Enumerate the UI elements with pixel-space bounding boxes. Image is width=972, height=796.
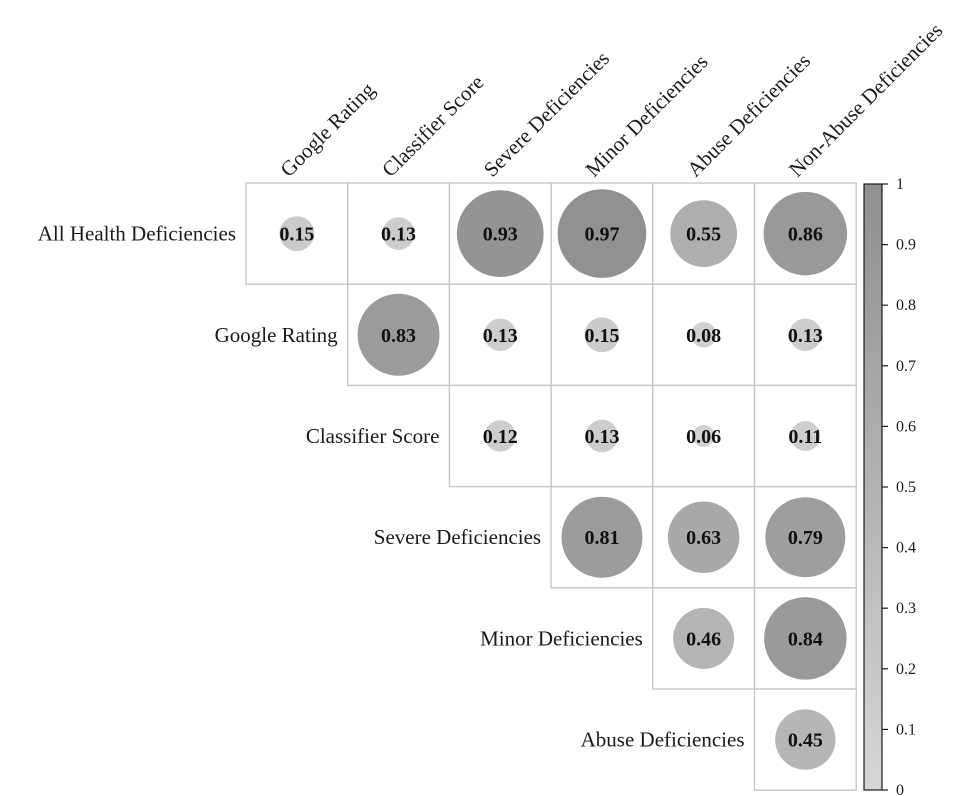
correlation-value: 0.63 (686, 527, 721, 549)
correlation-circle (789, 318, 822, 352)
correlation-value: 0.13 (381, 224, 416, 246)
colorbar-tick-label: 0.5 (896, 479, 916, 496)
colorbar-ticks: 1 0.9 0.8 0.7 0.6 0.5 0.4 0.3 0.2 0.1 0 (882, 176, 916, 796)
colorbar-tick-label: 0.7 (896, 358, 916, 375)
correlation-value: 0.15 (584, 325, 619, 347)
correlation-circle (357, 293, 440, 376)
correlation-circle (584, 317, 620, 353)
column-label-non-abuse-deficiencies: Non-Abuse Deficiencies (784, 18, 947, 181)
correlation-value: 0.84 (788, 628, 823, 650)
correlation-value: 0.13 (584, 426, 619, 448)
colorbar-tick-label: 0.9 (896, 237, 916, 254)
value-labels: 0.15 0.13 0.93 0.97 0.55 0.86 0.83 0.13 0.15 0.08… (279, 224, 823, 752)
correlation-value: 0.86 (788, 224, 823, 246)
correlation-value: 0.79 (788, 527, 823, 549)
correlation-value: 0.81 (584, 527, 619, 549)
correlation-circle (667, 501, 740, 573)
colorbar-tick-label: 0.1 (896, 721, 916, 738)
correlation-circle (557, 189, 647, 278)
correlation-value: 0.11 (788, 426, 822, 448)
correlation-value: 0.45 (788, 730, 823, 752)
correlation-circle (561, 496, 643, 578)
correlation-circle (692, 424, 715, 448)
correlation-circle (670, 200, 738, 267)
correlation-value: 0.46 (686, 628, 721, 650)
column-label-google-rating: Google Rating (275, 77, 379, 181)
correlation-value: 0.97 (584, 224, 619, 246)
correlation-circle (484, 318, 517, 352)
correlation-circle (585, 419, 619, 453)
colorbar-tick-label: 0 (896, 782, 904, 796)
correlation-value: 0.83 (381, 325, 416, 347)
correlation-circle (484, 420, 516, 452)
correlation-value: 0.13 (483, 325, 518, 347)
colorbar-tick-label: 0.4 (896, 540, 916, 557)
correlation-circle (673, 607, 735, 669)
colorbar-tick-label: 0.6 (896, 418, 916, 435)
row-label-severe-deficiencies: Severe Deficiencies (374, 525, 541, 549)
row-label-google-rating: Google Rating (215, 323, 339, 347)
correlation-value: 0.06 (686, 426, 721, 448)
colorbar-tick-label: 1 (896, 176, 904, 193)
correlation-circle (456, 190, 544, 277)
colorbar-gradient (863, 183, 883, 791)
colorbar-tick-label: 0.8 (896, 297, 916, 314)
row-labels: All Health Deficiencies Google Rating Clas… (38, 222, 745, 752)
column-label-classifier-score: Classifier Score (377, 70, 488, 181)
correlation-circle (763, 191, 848, 276)
colorbar-tick-label: 0.2 (896, 661, 916, 678)
correlation-value: 0.55 (686, 224, 721, 246)
correlation-value: 0.13 (788, 325, 823, 347)
correlation-circle (382, 217, 415, 250)
correlation-circle (279, 216, 315, 252)
colorbar-tick-label: 0.3 (896, 600, 916, 617)
correlation-value: 0.15 (279, 224, 314, 246)
row-label-minor-deficiencies: Minor Deficiencies (480, 626, 643, 650)
grid-cell (753, 688, 857, 791)
correlation-circles (279, 189, 848, 770)
correlation-circle (690, 322, 717, 348)
row-label-classifier-score: Classifier Score (306, 424, 440, 448)
row-label-abuse-deficiencies: Abuse Deficiencies (581, 728, 745, 752)
cell-grid (245, 182, 857, 791)
correlation-value: 0.93 (483, 224, 518, 246)
correlation-value: 0.08 (686, 325, 721, 347)
colorbar: 1 0.9 0.8 0.7 0.6 0.5 0.4 0.3 0.2 0.1 0 (863, 176, 916, 796)
correlation-circle (775, 709, 836, 770)
correlation-circle (764, 597, 847, 680)
correlation-value: 0.12 (483, 426, 518, 448)
correlation-circle (790, 421, 821, 451)
correlation-circle (765, 497, 846, 578)
row-label-all-health-deficiencies: All Health Deficiencies (38, 222, 236, 246)
